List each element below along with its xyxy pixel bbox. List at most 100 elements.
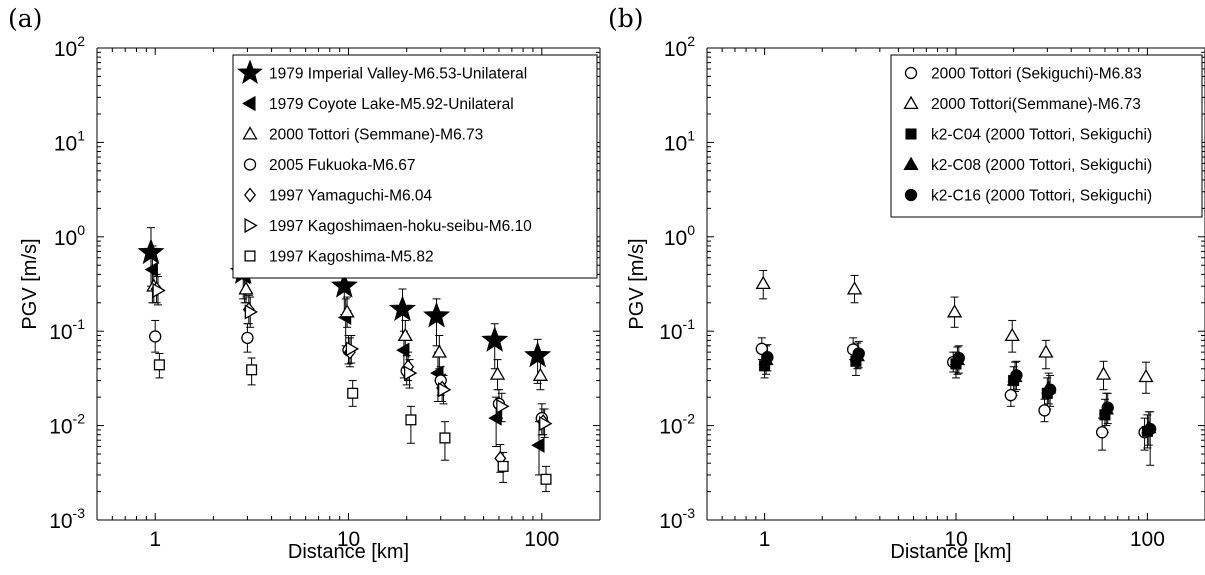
panel-label: (b)	[608, 4, 644, 33]
data-point	[149, 330, 162, 343]
data-point	[852, 347, 865, 360]
data-series	[152, 273, 548, 473]
data-point	[403, 365, 418, 381]
y-tick-exponent: -1	[73, 316, 86, 332]
data-point	[144, 261, 158, 278]
y-tick-base: 10	[659, 510, 682, 533]
y-tick-exponent: -3	[683, 505, 696, 521]
data-point	[1138, 368, 1154, 383]
y-tick-base: 10	[49, 321, 72, 344]
legend-marker	[903, 95, 919, 110]
x-tick-label: 100	[524, 528, 559, 551]
y-tick-base: 10	[54, 227, 77, 250]
legend-marker	[237, 59, 263, 84]
y-axis-title: PGV [m/s]	[626, 238, 648, 329]
y-tick-base: 10	[659, 321, 682, 344]
data-point	[1004, 327, 1020, 342]
y-tick-exponent: 0	[77, 222, 85, 238]
data-point	[1038, 344, 1054, 358]
y-tick-base: 10	[49, 510, 72, 533]
legend-entry: 1997 Yamaguchi-M6.04	[269, 188, 433, 205]
data-point	[246, 364, 258, 376]
y-tick-base: 10	[54, 38, 77, 61]
data-series-markers	[755, 275, 1154, 383]
data-series	[155, 353, 551, 493]
data-point	[238, 281, 254, 295]
legend-marker	[243, 187, 257, 203]
y-tick-label: 10-1	[659, 316, 695, 344]
y-tick-exponent: -3	[73, 505, 86, 521]
data-point	[438, 382, 452, 398]
legend-entry: 1979 Imperial Valley-M6.53-Unilateral	[269, 66, 527, 83]
data-point	[330, 271, 358, 298]
data-point	[153, 359, 165, 371]
y-tick-label: 101	[664, 127, 695, 155]
legend-marker	[242, 95, 256, 112]
legend-entry: 2000 Tottori(Semmane)-M6.73	[931, 96, 1141, 113]
y-tick-label: 102	[664, 33, 695, 61]
legend-marker	[244, 250, 256, 262]
data-point	[1144, 422, 1157, 436]
data-point	[1101, 401, 1114, 414]
data-point	[1010, 369, 1023, 382]
legend-box	[890, 54, 1203, 218]
data-point	[423, 301, 451, 328]
y-tick-base: 10	[664, 227, 687, 250]
data-point	[761, 351, 774, 364]
data-point	[846, 281, 863, 295]
data-point	[152, 282, 166, 299]
legend-marker	[904, 66, 918, 80]
data-point	[347, 387, 359, 399]
data-point	[540, 473, 552, 485]
legend-marker	[904, 188, 918, 202]
legend-marker	[242, 126, 258, 140]
data-series-markers	[761, 347, 1157, 436]
data-point	[755, 342, 768, 356]
y-tick-base: 10	[664, 38, 687, 61]
y-tick-exponent: 2	[77, 33, 85, 49]
data-point	[481, 326, 509, 352]
legend-entry: k2-C04 (2000 Tottori, Sekiguchi)	[931, 127, 1152, 144]
data-point	[244, 304, 259, 320]
y-tick-label: 10-1	[49, 316, 85, 344]
data-point	[431, 344, 447, 358]
data-series-markers	[759, 355, 1153, 437]
data-point	[1043, 383, 1057, 396]
y-tick-exponent: 1	[687, 127, 695, 143]
y-tick-label: 100	[54, 222, 85, 250]
data-point	[524, 341, 552, 368]
data-point	[539, 415, 553, 432]
data-point	[532, 367, 549, 381]
legend-marker	[903, 156, 919, 171]
legend: 1979 Imperial Valley-M6.53-Unilateral 197…	[232, 54, 598, 279]
data-point	[345, 341, 360, 357]
legend-entry: 1997 Kagoshima-M5.82	[269, 249, 434, 266]
data-point	[1004, 389, 1017, 402]
data-point	[496, 398, 510, 414]
x-tick-label: 10	[337, 528, 360, 551]
data-point	[488, 410, 502, 426]
y-tick-label: 10-3	[659, 505, 695, 533]
data-point	[946, 304, 963, 318]
data-series-markers	[153, 359, 552, 485]
x-tick-label: 10	[944, 528, 967, 551]
y-tick-base: 10	[664, 132, 687, 155]
data-series	[759, 269, 1150, 394]
legend-entry: 2005 Fukuoka-M6.67	[269, 157, 415, 174]
legend-entry: 2000 Tottori (Sekiguchi)-M6.83	[931, 66, 1142, 83]
y-tick-exponent: -1	[683, 316, 696, 332]
y-tick-label: 10-3	[49, 505, 85, 533]
data-point	[137, 238, 165, 265]
data-point	[405, 414, 417, 426]
y-tick-label: 10-2	[659, 411, 695, 439]
y-tick-exponent: 1	[77, 127, 85, 143]
y-tick-exponent: -2	[73, 411, 86, 427]
data-point	[241, 331, 254, 345]
legend: 2000 Tottori (Sekiguchi)-M6.83 2000 Totto…	[890, 54, 1203, 218]
y-axis-title: PGV [m/s]	[19, 238, 41, 329]
x-tick-label: 100	[1130, 528, 1165, 551]
y-tick-base: 10	[659, 416, 682, 439]
data-point	[755, 275, 771, 290]
legend-marker	[243, 158, 257, 171]
